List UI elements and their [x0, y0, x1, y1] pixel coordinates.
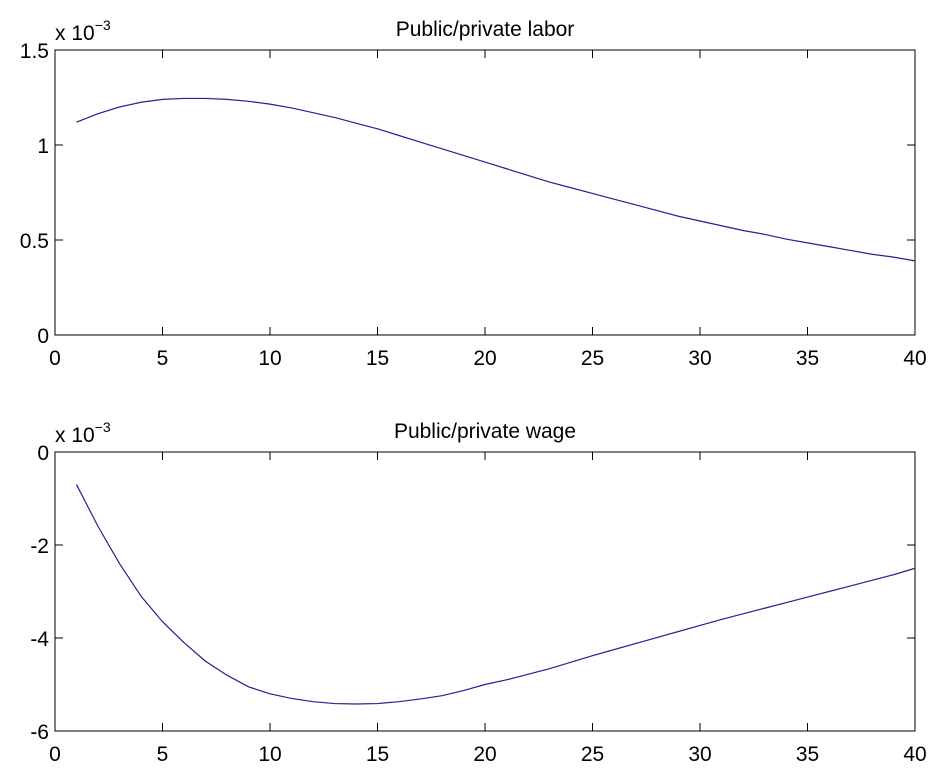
y-tick-label: -2: [30, 535, 49, 558]
x-tick-label: 15: [366, 347, 389, 370]
y-tick-label: 0: [37, 442, 49, 465]
x-tick-label: 35: [796, 347, 819, 370]
x-tick-label: 0: [49, 743, 61, 766]
chart-title: Public/private wage: [394, 420, 576, 443]
multiplier-exponent: −3: [95, 17, 111, 33]
chart-title: Public/private labor: [396, 18, 575, 41]
x-tick-label: 10: [258, 347, 281, 370]
axes-box: [54, 451, 916, 732]
y-tick-label: 0: [37, 325, 49, 348]
axes-box: [54, 49, 916, 336]
x-tick-label: 5: [157, 743, 169, 766]
x-tick-label: 15: [366, 743, 389, 766]
x-tick-label: 30: [688, 347, 711, 370]
x-tick-label: 25: [581, 743, 604, 766]
y-tick-label: 0.5: [20, 230, 49, 253]
y-tick-label: 1: [37, 135, 49, 158]
y-tick-label: -6: [30, 721, 49, 744]
y-tick-label: -4: [30, 628, 49, 651]
x-tick-label: 0: [49, 347, 61, 370]
x-tick-label: 40: [903, 743, 926, 766]
y-tick-label: 1.5: [20, 40, 49, 63]
x-tick-label: 35: [796, 743, 819, 766]
line-series: [76, 97, 916, 262]
x-tick-label: 20: [473, 347, 496, 370]
x-tick-label: 20: [473, 743, 496, 766]
x-tick-label: 5: [157, 347, 169, 370]
line-series: [75, 484, 916, 705]
multiplier: x 10−3: [55, 17, 111, 45]
multiplier-base: x 10: [55, 22, 95, 45]
multiplier-base: x 10: [55, 424, 95, 447]
x-tick-label: 40: [903, 347, 926, 370]
x-tick-label: 30: [688, 743, 711, 766]
x-tick-label: 10: [258, 743, 281, 766]
multiplier-exponent: −3: [95, 419, 111, 435]
multiplier: x 10−3: [55, 419, 111, 447]
x-tick-label: 25: [581, 347, 604, 370]
